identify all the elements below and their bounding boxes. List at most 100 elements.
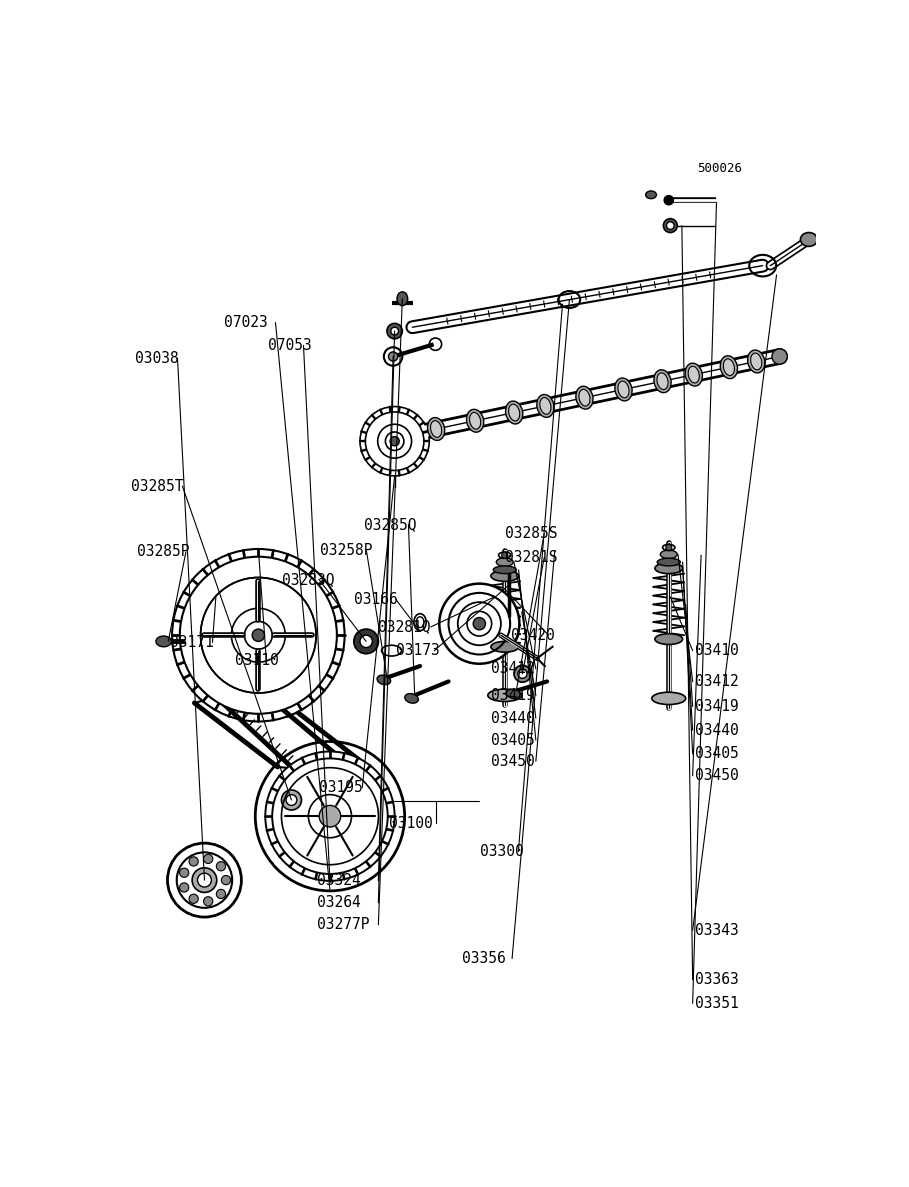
Text: 03281Q: 03281Q — [378, 620, 431, 634]
Ellipse shape — [801, 233, 817, 247]
Ellipse shape — [470, 412, 481, 430]
Text: 03300: 03300 — [480, 844, 524, 859]
Ellipse shape — [397, 292, 408, 306]
Ellipse shape — [431, 420, 442, 437]
Circle shape — [180, 557, 337, 713]
Text: 03171: 03171 — [171, 635, 215, 650]
Circle shape — [319, 806, 341, 827]
Ellipse shape — [377, 675, 391, 685]
Text: 03363: 03363 — [695, 972, 739, 988]
Ellipse shape — [652, 692, 685, 705]
Text: 07053: 07053 — [268, 338, 312, 353]
Ellipse shape — [654, 634, 683, 645]
Text: 03166: 03166 — [354, 592, 397, 607]
Circle shape — [272, 758, 388, 874]
Ellipse shape — [382, 646, 402, 656]
Circle shape — [360, 407, 429, 476]
Text: 03285S: 03285S — [505, 526, 557, 541]
Circle shape — [360, 635, 373, 648]
Circle shape — [387, 323, 403, 338]
Circle shape — [192, 868, 216, 893]
Text: 03356: 03356 — [463, 951, 506, 966]
Ellipse shape — [579, 389, 590, 406]
Circle shape — [474, 617, 485, 630]
Ellipse shape — [614, 377, 632, 401]
Ellipse shape — [505, 401, 523, 424]
Text: 03173: 03173 — [396, 643, 440, 658]
Circle shape — [204, 896, 213, 906]
Ellipse shape — [688, 367, 699, 383]
Circle shape — [664, 196, 674, 205]
Text: 03285P: 03285P — [137, 545, 189, 559]
Ellipse shape — [751, 353, 762, 370]
Circle shape — [518, 669, 527, 678]
Circle shape — [201, 578, 316, 693]
Circle shape — [666, 222, 674, 229]
Ellipse shape — [724, 358, 734, 375]
Circle shape — [365, 412, 424, 470]
Ellipse shape — [657, 373, 668, 389]
Text: 500026: 500026 — [697, 161, 742, 174]
Ellipse shape — [720, 356, 737, 379]
Text: 03285T: 03285T — [131, 478, 184, 494]
Ellipse shape — [747, 350, 764, 373]
Ellipse shape — [466, 410, 484, 432]
Ellipse shape — [660, 550, 677, 559]
Text: 03258P: 03258P — [320, 544, 373, 559]
Circle shape — [514, 665, 531, 683]
Ellipse shape — [654, 563, 683, 573]
Circle shape — [189, 857, 198, 867]
Circle shape — [286, 794, 297, 806]
Text: 03324: 03324 — [317, 874, 361, 888]
Circle shape — [265, 751, 395, 881]
Text: 03420: 03420 — [511, 628, 554, 642]
Text: 03440: 03440 — [695, 723, 739, 737]
Text: 07023: 07023 — [225, 315, 268, 330]
Circle shape — [391, 328, 398, 335]
Text: 03277P: 03277P — [317, 918, 370, 932]
Circle shape — [439, 584, 519, 664]
Text: 03405: 03405 — [695, 747, 739, 761]
Text: 03419: 03419 — [695, 699, 739, 713]
Text: 03450: 03450 — [491, 754, 534, 769]
Text: 03283Q: 03283Q — [283, 572, 335, 586]
Ellipse shape — [685, 363, 703, 386]
Text: 03410: 03410 — [695, 643, 739, 658]
Circle shape — [664, 218, 677, 233]
Ellipse shape — [488, 690, 522, 702]
Ellipse shape — [405, 693, 418, 703]
Circle shape — [189, 894, 198, 903]
Ellipse shape — [491, 571, 519, 582]
Text: 03285Q: 03285Q — [365, 518, 417, 532]
Circle shape — [390, 437, 399, 446]
Circle shape — [167, 843, 242, 918]
Polygon shape — [195, 697, 293, 768]
Circle shape — [216, 862, 225, 871]
Circle shape — [180, 868, 189, 877]
Text: 03343: 03343 — [695, 922, 739, 938]
Text: 03419: 03419 — [491, 688, 534, 703]
Circle shape — [172, 550, 345, 722]
Text: 03351: 03351 — [695, 996, 739, 1011]
Ellipse shape — [654, 370, 671, 393]
Circle shape — [197, 874, 212, 887]
Ellipse shape — [509, 404, 520, 421]
Text: 03412: 03412 — [491, 661, 534, 677]
Circle shape — [222, 876, 231, 884]
Circle shape — [282, 791, 302, 810]
Ellipse shape — [491, 641, 519, 652]
Ellipse shape — [156, 636, 171, 647]
Circle shape — [388, 351, 398, 361]
Text: 03450: 03450 — [695, 768, 739, 783]
Ellipse shape — [496, 558, 514, 566]
Polygon shape — [282, 709, 359, 762]
Text: 03038: 03038 — [135, 350, 179, 366]
Ellipse shape — [540, 398, 551, 414]
Circle shape — [252, 629, 265, 641]
Circle shape — [772, 349, 787, 364]
Text: 03264: 03264 — [317, 895, 361, 910]
Ellipse shape — [494, 566, 516, 573]
Ellipse shape — [506, 690, 520, 698]
Circle shape — [216, 889, 225, 899]
Text: 03100: 03100 — [389, 815, 433, 831]
